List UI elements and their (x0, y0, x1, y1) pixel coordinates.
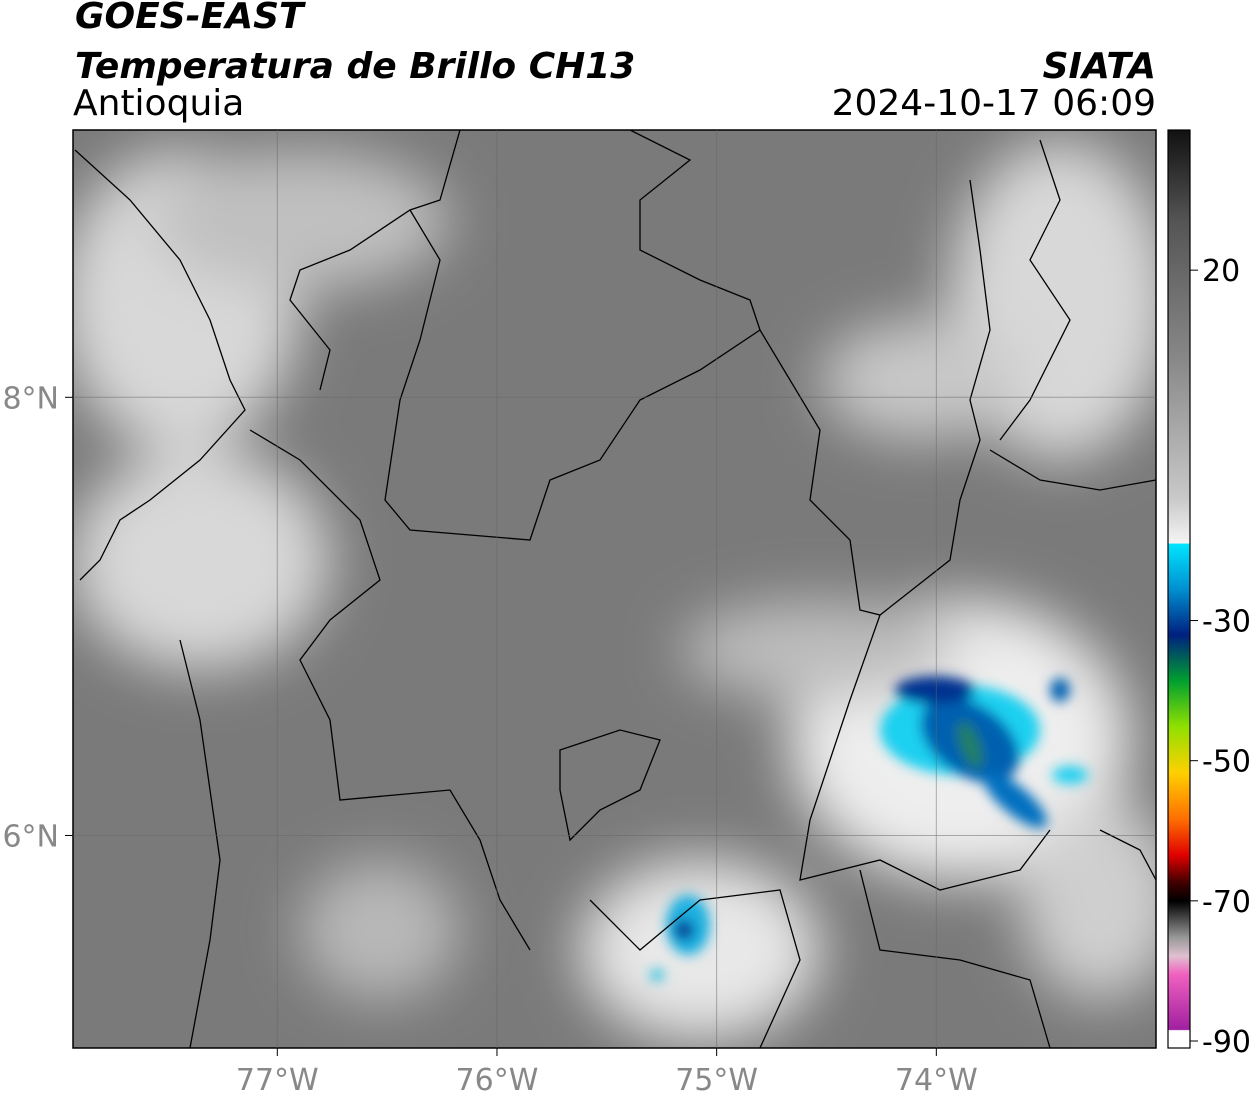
datetime: 2024-10-17 06:09 (832, 83, 1156, 124)
colorbar-tick-label: -90 (1202, 1025, 1251, 1060)
region: Antioquia (73, 83, 244, 124)
x-tick-label: 74°W (895, 1063, 978, 1098)
colorbar-tick-label: -50 (1202, 745, 1251, 780)
y-tick-label: 8°N (2, 381, 59, 416)
x-tick-label: 77°W (236, 1063, 319, 1098)
x-tick-label: 75°W (675, 1063, 758, 1098)
map-frame (72, 129, 1157, 1049)
x-tick-label: 76°W (456, 1063, 539, 1098)
satellite-image (73, 130, 1156, 1048)
colorbar-tick-label: 20 (1202, 254, 1240, 289)
subtitle: Temperatura de Brillo CH13 (75, 46, 635, 87)
source: SIATA (1043, 46, 1156, 87)
y-tick-label: 6°N (2, 819, 59, 854)
colorbar-tick-label: -30 (1202, 605, 1251, 640)
title: GOES-EAST (75, 0, 306, 37)
colorbar (1167, 129, 1191, 1049)
colorbar-tick-label: -70 (1202, 885, 1251, 920)
